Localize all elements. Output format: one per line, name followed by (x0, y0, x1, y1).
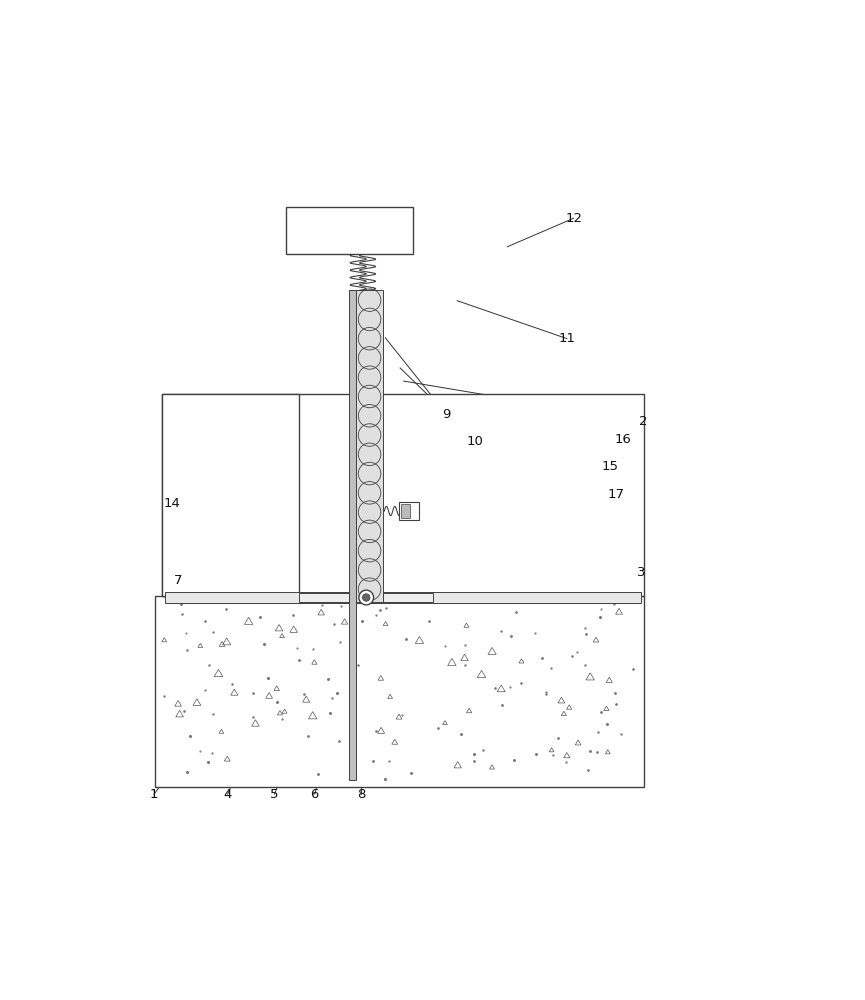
Bar (162, 394, 644, 596)
Text: 4: 4 (223, 788, 232, 801)
Bar (299, 593, 349, 602)
Text: 6: 6 (311, 788, 319, 801)
Circle shape (362, 594, 370, 601)
Bar (401, 504, 411, 518)
Bar (383, 593, 433, 602)
Text: 17: 17 (608, 488, 625, 501)
Bar (155, 596, 644, 787)
Text: 8: 8 (357, 788, 366, 801)
Text: 12: 12 (566, 212, 582, 225)
Text: 15: 15 (601, 460, 618, 473)
Text: 2: 2 (639, 415, 647, 428)
Bar (165, 592, 641, 603)
Text: 5: 5 (270, 788, 279, 801)
Text: 14: 14 (163, 497, 180, 510)
Text: 9: 9 (443, 408, 451, 421)
Text: 10: 10 (467, 435, 484, 448)
Bar (285, 207, 413, 254)
Text: 3: 3 (637, 566, 645, 579)
Bar (356, 290, 383, 602)
Text: 11: 11 (559, 332, 576, 345)
Bar (299, 394, 644, 596)
Bar (349, 290, 356, 780)
Text: 1: 1 (150, 788, 158, 801)
Text: 7: 7 (174, 574, 183, 587)
Bar (399, 502, 420, 520)
Circle shape (359, 590, 374, 605)
Text: 16: 16 (614, 433, 631, 446)
Bar (162, 394, 299, 596)
